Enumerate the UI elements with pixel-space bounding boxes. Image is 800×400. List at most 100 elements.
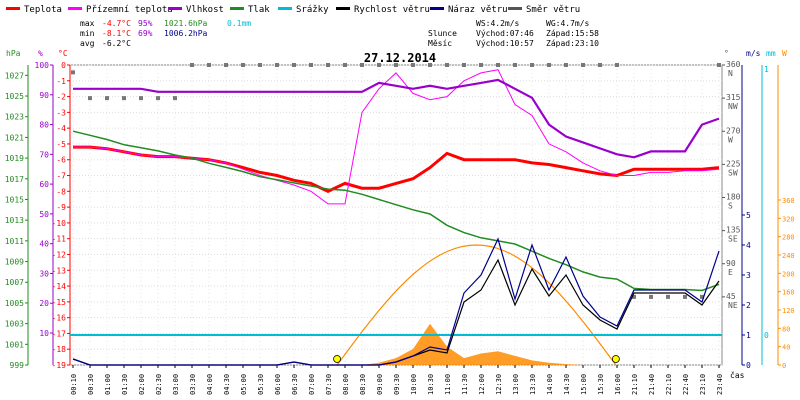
wind-dir-point: [105, 96, 109, 101]
pct-unit: %: [38, 49, 43, 58]
wind-dir-point: [122, 96, 126, 101]
w-tick-label: 40: [782, 344, 790, 352]
wind-dir-point: [683, 294, 687, 299]
hpa-tick-label: 1027: [5, 71, 24, 80]
legend-item-vlhkost: Vlhkost: [168, 5, 224, 15]
x-tick-label: 23:40: [716, 374, 724, 395]
ms-tick-label: 5: [746, 211, 751, 220]
unit-labels: hPa % °C ° m/s mm W čas: [6, 49, 787, 380]
hum-tick-label: 40: [39, 240, 49, 249]
hpa-tick-label: 1007: [5, 278, 24, 287]
x-tick-label: 03:00: [172, 374, 180, 395]
wind-dir-point: [462, 63, 466, 67]
wind-dir-point: [71, 70, 75, 75]
w-tick-label: 120: [782, 307, 795, 315]
x-tick-label: 22:40: [682, 374, 690, 395]
x-tick-label: 04:30: [223, 374, 231, 395]
series: [70, 63, 722, 366]
wind-speed-info: WS:4.2m/s: [476, 19, 520, 28]
legend-item-prizemni-teplota: Přízemní teplota: [68, 5, 173, 15]
stats: max -4.7°C 95% 1021.6hPa 0.1mm min -8.1°…: [80, 19, 251, 48]
dir-tick-label: S: [728, 202, 733, 211]
x-tick-label: 21:10: [631, 374, 639, 395]
wind-dir-point: [717, 63, 721, 67]
dir-tick-deg: 315: [726, 93, 741, 102]
legend-label: Náraz větru: [448, 5, 508, 15]
x-tick-label: 22:10: [665, 374, 673, 395]
x-tick-label: 04:00: [206, 374, 214, 395]
x-tick-label: 11:30: [461, 374, 469, 395]
hpa-tick-label: 1021: [5, 133, 24, 142]
wind-dir-point: [326, 63, 330, 67]
dir-tick-deg: 360: [726, 60, 741, 69]
temp-tick-label: -2: [56, 93, 66, 102]
x-tick-label: 23:10: [699, 374, 707, 395]
hpa-tick-label: 1005: [5, 299, 24, 308]
x-tick-label: 05:00: [240, 374, 248, 395]
wind-dir-point: [496, 63, 500, 67]
stat-avg-temp: -6.2°C: [102, 39, 131, 48]
w-tick-label: 80: [782, 325, 790, 333]
dir-tick-deg: 135: [726, 226, 741, 235]
ms-tick-label: 1: [746, 331, 751, 340]
x-tick-label: 02:30: [155, 374, 163, 395]
wind-dir-point: [241, 63, 245, 67]
dir-tick-deg: 45: [726, 292, 736, 301]
wind-dir-point: [88, 96, 92, 101]
wind-dir-point: [632, 294, 636, 299]
x-tick-label: 10:00: [410, 374, 418, 395]
legend-label: Směr větru: [526, 5, 580, 15]
temp-tick-label: -1: [56, 77, 66, 86]
wind-dir-point: [207, 63, 211, 67]
w-tick-label: 240: [782, 252, 795, 260]
wind-dir-point: [445, 63, 449, 67]
temp-tick-label: -12: [52, 250, 67, 259]
wind-dir-point: [173, 96, 177, 101]
x-tick-label: 10:30: [427, 374, 435, 395]
x-tick-label: 08:00: [342, 374, 350, 395]
wind-dir-point: [649, 294, 653, 299]
dir-tick-label: SW: [728, 168, 738, 177]
dir-tick-deg: 180: [726, 193, 741, 202]
legend-item-srazky: Srážky: [278, 5, 329, 15]
hpa-tick-label: 1015: [5, 195, 24, 204]
dir-unit: °: [724, 49, 729, 58]
chart-title: 27.12.2014: [364, 51, 436, 65]
w-tick-label: 280: [782, 234, 795, 242]
temp-tick-label: -6: [56, 156, 66, 165]
moonrise-text: Východ:10:57: [476, 39, 534, 48]
x-tick-label: 07:00: [308, 374, 316, 395]
x-tick-label: 01:00: [104, 374, 112, 395]
legend-label: Přízemní teplota: [86, 5, 173, 15]
wind-dir-point: [530, 63, 534, 67]
hpa-tick-label: 1003: [5, 320, 24, 329]
hpa-tick-label: 1025: [5, 92, 24, 101]
dir-tick-label: W: [728, 135, 733, 144]
x-tick-label: 08:30: [359, 374, 367, 395]
hpa-tick-label: 1013: [5, 216, 24, 225]
temp-tick-label: -5: [56, 140, 66, 149]
temp-tick-label: -14: [52, 282, 67, 291]
x-tick-label: 07:30: [325, 374, 333, 395]
legend-item-naraz-vetru: Náraz větru: [430, 5, 508, 15]
hum-tick-label: 50: [39, 210, 49, 219]
hum-tick-label: 10: [39, 329, 49, 338]
hpa-tick-label: 1009: [5, 258, 24, 267]
wind-dir-point: [343, 63, 347, 67]
stat-max-rain: 0.1mm: [227, 19, 251, 28]
w-tick-label: 0: [782, 362, 786, 370]
hpa-tick-label: 1001: [5, 340, 24, 349]
moonset-text: Západ:23:10: [546, 39, 599, 48]
legend-label: Tlak: [248, 5, 270, 15]
legend-item-teplota: Teplota: [6, 5, 62, 15]
wind-dir-point: [513, 63, 517, 67]
hum-tick-label: 100: [35, 61, 50, 70]
ms-unit: m/s: [746, 49, 761, 58]
x-tick-label: 03:30: [189, 374, 197, 395]
wind-dir-point: [479, 63, 483, 67]
wind-dir-point: [411, 63, 415, 67]
stat-max-temp: -4.7°C: [102, 19, 131, 28]
hum-tick-label: 30: [39, 269, 49, 278]
stat-max-label: max: [80, 19, 95, 28]
wind-dir-point: [190, 63, 194, 67]
